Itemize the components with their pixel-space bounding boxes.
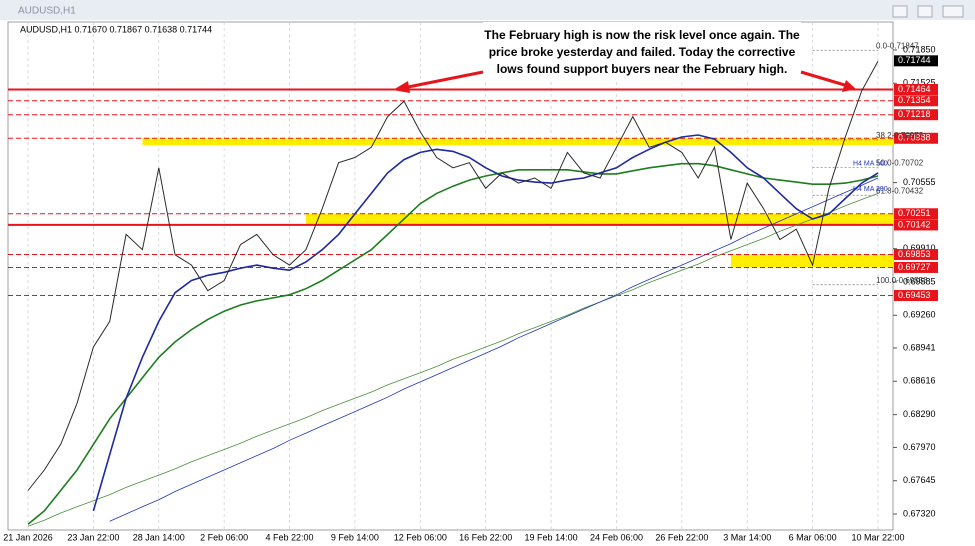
fib-label: 61.8-0.70432 [876,186,924,195]
y-tick-label: 0.69910 [903,243,936,253]
price-line [27,193,879,527]
level-label-box [894,249,938,261]
x-tick-label: 21 Jan 2026 [3,532,53,542]
fib-label: 50.0-0.70702 [876,159,924,168]
y-tick-label: 0.67970 [903,442,936,452]
y-tick-label: 0.67645 [903,475,936,485]
level-label-box [894,109,938,121]
y-tick-label: 0.69585 [903,276,936,286]
price-line [109,177,879,522]
annotation-line: price broke yesterday and failed. Today … [489,45,796,59]
annotation-line: lows found support buyers near the Febru… [497,62,788,76]
level-label: 0.69727 [898,262,931,272]
x-tick-label: 28 Jan 14:00 [133,532,185,542]
annotation-line: The February high is now the risk level … [484,28,800,42]
level-label-box [894,95,938,107]
fib-label: 0.0-0.71847 [876,41,919,50]
level-label: 0.71464 [898,84,931,94]
level-label: 0.71354 [898,95,931,105]
plot-area [7,21,894,531]
x-tick-label: 19 Feb 14:00 [525,532,578,542]
support-zone [305,213,893,225]
x-tick-label: 4 Feb 22:00 [266,532,314,542]
level-label-box [894,84,938,96]
x-tick-label: 23 Jan 22:00 [67,532,119,542]
x-tick-label: 9 Feb 14:00 [331,532,379,542]
x-tick-label: 16 Feb 22:00 [459,532,512,542]
price-line [27,162,879,525]
arrow [402,70,484,90]
level-label: 0.69453 [898,290,931,300]
level-label-box [894,290,938,302]
minimize-button[interactable] [892,5,908,18]
level-label-box [894,132,938,144]
support-zone [142,138,893,146]
arrow-head [393,81,410,93]
x-tick-label: 6 Mar 06:00 [789,532,837,542]
y-tick-label: 0.67320 [903,508,936,518]
x-tick-label: 12 Feb 06:00 [394,532,447,542]
current-price-box [894,55,938,67]
fib-label: 100.0-0.69558 [876,276,928,285]
level-label: 0.69853 [898,249,931,259]
y-tick-label: 0.71850 [903,44,936,54]
y-tick-label: 0.70555 [903,177,936,187]
price-line [27,60,879,491]
y-tick-label: 0.68941 [903,342,936,352]
y-tick-label: 0.68616 [903,376,936,386]
level-label-box [894,208,938,220]
level-label-box [894,219,938,231]
x-tick-label: 2 Feb 06:00 [200,532,248,542]
x-tick-label: 3 Mar 14:00 [723,532,771,542]
x-tick-label: 26 Feb 22:00 [655,532,708,542]
ma-label: H4 MA 200 [853,186,888,193]
window-title: AUDUSD,H1 [18,6,76,17]
support-zone [730,254,893,268]
symbol-header: AUDUSD,H1 0.71670 0.71867 0.71638 0.7174… [20,24,212,34]
under-layer [8,22,893,530]
maximize-button[interactable] [917,5,933,18]
price-line [92,134,879,512]
fib-label: 38.2-0.70972 [876,131,924,140]
x-tick-label: 10 Mar 22:00 [851,532,904,542]
y-tick-label: 0.71525 [903,78,936,88]
y-tick-label: 0.69260 [903,310,936,320]
y-tick-label: 0.68290 [903,409,936,419]
title-bar [0,0,975,20]
ma-label: H4 MA 100 [853,161,888,168]
current-price-label: 0.71744 [898,55,931,65]
level-label: 0.70142 [898,219,931,229]
level-label: 0.70251 [898,208,931,218]
x-tick-label: 24 Feb 06:00 [590,532,643,542]
level-label-box [894,261,938,273]
arrow [800,70,849,88]
level-label: 0.70988 [898,133,931,143]
level-label: 0.71218 [898,109,931,119]
annotation-box [483,22,801,80]
close-button[interactable] [942,5,964,18]
arrow-head [842,80,856,92]
